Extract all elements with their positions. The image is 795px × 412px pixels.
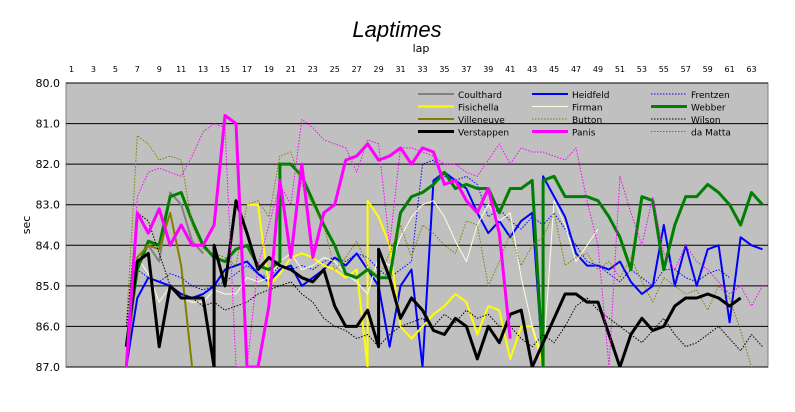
y-tick-label: 83.0 [36,199,61,212]
x-tick-label: 47 [571,65,581,74]
x-tick-label: 31 [395,65,405,74]
x-tick-label: 53 [637,65,647,74]
x-tick-label: 17 [242,65,252,74]
x-axis-title: lap [413,42,430,55]
x-tick-label: 1 [69,65,74,74]
legend-label-webber: Webber [691,104,726,114]
series-line-button [125,135,752,367]
series-line-webber [124,162,764,367]
series-line-heidfeld [125,171,763,367]
x-tick-label: 5 [113,65,118,74]
legend-label-frentzen: Frentzen [691,91,730,101]
x-tick-label: 25 [330,65,340,74]
legend-label-villeneuve: Villeneuve [458,116,505,126]
y-tick-label: 80.0 [36,77,61,90]
series-line-verstappen [124,199,742,367]
series-lines [124,114,764,367]
x-tick-label: 11 [176,65,186,74]
legend-label-da-matta: da Matta [691,129,731,139]
x-tick-label: 15 [220,65,230,74]
x-tick-label: 29 [374,65,384,74]
series-line-da-matta [125,119,763,367]
x-tick-label: 51 [615,65,625,74]
y-tick-label: 82.0 [36,158,61,171]
plot-area: 80.081.082.083.084.085.086.087.01 3 5 7 9 11 1… [36,65,769,374]
x-tick-label: 33 [417,65,427,74]
x-tick-label: 21 [286,65,296,74]
legend-label-wilson: Wilson [691,116,721,126]
x-tick-label: 3 [91,65,96,74]
y-tick-label: 81.0 [36,118,61,131]
x-tick-label: 7 [135,65,140,74]
series-line-wilson [125,212,763,352]
x-tick-label: 37 [461,65,471,74]
series-line-panis [124,114,512,367]
legend-label-fisichella: Fisichella [458,104,499,114]
x-tick-label: 9 [157,65,162,74]
x-tick-label: 45 [549,65,559,74]
series-line-villeneuve [125,211,194,367]
x-tick-label: 35 [439,65,449,74]
legend-label-panis: Panis [572,129,596,139]
legend-label-verstappen: Verstappen [458,129,509,139]
legend-label-button: Button [572,116,602,126]
x-tick-label: 57 [681,65,691,74]
x-tick-label: 23 [308,65,318,74]
x-tick-label: 27 [352,65,362,74]
y-axis-title: sec [20,216,33,235]
y-tick-label: 87.0 [36,361,61,374]
x-tick-label: 59 [703,65,713,74]
x-tick-label: 61 [725,65,735,74]
x-tick-label: 19 [264,65,274,74]
legend-label-firman: Firman [572,104,603,114]
x-tick-label: 55 [659,65,669,74]
chart-title: Laptimes [352,17,441,42]
y-tick-label: 86.0 [36,320,61,333]
x-tick-label: 39 [483,65,493,74]
x-tick-label: 49 [593,65,603,74]
y-tick-label: 84.0 [36,239,61,252]
x-tick-label: 13 [198,65,208,74]
y-tick-label: 85.0 [36,280,61,293]
x-tick-label: 63 [746,65,756,74]
legend: Coulthard Heidfeld Frentzen Fisichella Firma… [418,91,731,139]
legend-label-heidfeld: Heidfeld [572,91,609,101]
x-tick-label: 41 [505,65,515,74]
legend-label-coulthard: Coulthard [458,91,502,101]
x-tick-label: 43 [527,65,537,74]
